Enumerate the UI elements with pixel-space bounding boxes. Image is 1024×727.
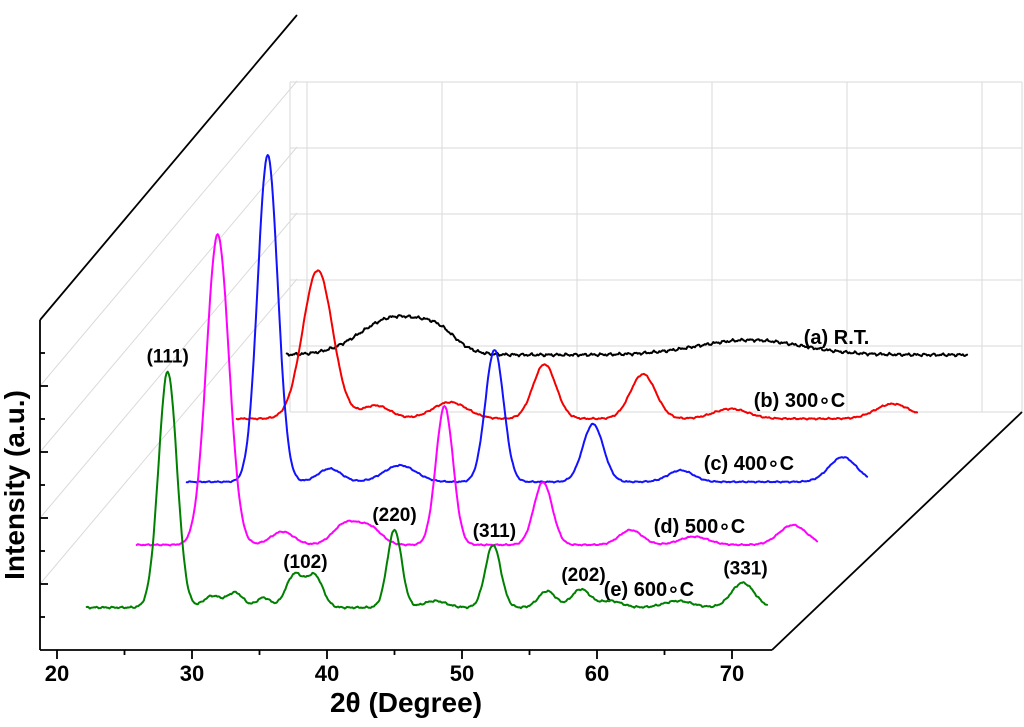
top-left-depth-edge	[39, 14, 298, 321]
x-tick-label-70: 70	[720, 661, 744, 686]
peak-label-311: (311)	[473, 521, 516, 542]
x-tick-label-60: 60	[585, 661, 609, 686]
x-tick-labels: 20 30 40 50 60 70	[45, 661, 744, 686]
axis-ticks	[40, 352, 733, 659]
series-labels: (a) R.T. (b) 300∘C (c) 400∘C (d) 500∘C (e) 6…	[604, 327, 870, 601]
peak-label-220: (220)	[372, 505, 416, 526]
peak-label-111: (111)	[147, 347, 189, 368]
peak-label-331: (331)	[723, 559, 767, 580]
x-tick-label-50: 50	[450, 661, 474, 686]
series-label-c-400c: (c) 400∘C	[704, 453, 794, 475]
curve-e-600c	[85, 370, 769, 610]
x-axis-title: 2θ (Degree)	[330, 687, 482, 718]
curves	[85, 154, 969, 610]
peak-annotations: (111) (102) (220) (311) (202) (331)	[147, 347, 768, 586]
series-label-b-300c: (b) 300∘C	[754, 390, 845, 412]
x-tick-label-40: 40	[315, 661, 339, 686]
curve-a-rt	[285, 314, 969, 358]
grid-lines	[39, 80, 1023, 585]
series-label-d-500c: (d) 500∘C	[654, 516, 745, 538]
x-tick-label-30: 30	[180, 661, 204, 686]
y-axis-title: Intensity (a.u.)	[0, 390, 30, 580]
x-tick-label-20: 20	[45, 661, 69, 686]
curve-c-400c	[185, 154, 869, 484]
depth-axis	[771, 411, 1023, 651]
curve-d-500c	[135, 233, 819, 547]
curve-b-300c	[235, 269, 919, 421]
axes-frame	[39, 14, 1023, 651]
series-label-a-rt: (a) R.T.	[804, 327, 870, 349]
peak-label-102: (102)	[283, 552, 327, 573]
series-label-e-600c: (e) 600∘C	[604, 579, 694, 601]
peak-label-202: (202)	[561, 565, 605, 586]
